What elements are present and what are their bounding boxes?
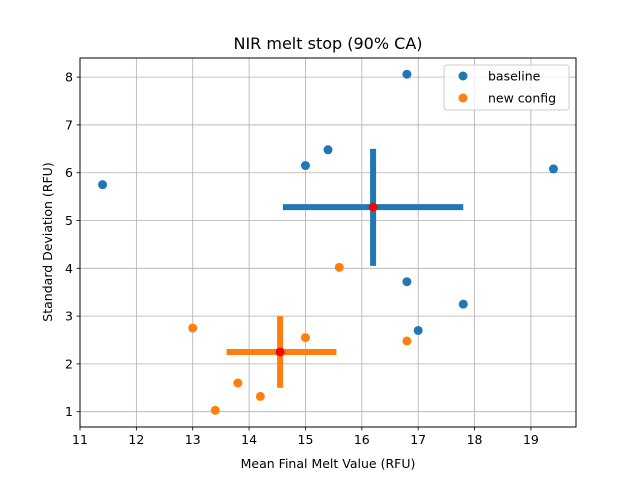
data-point-new-config bbox=[233, 378, 243, 388]
legend-marker-new-config bbox=[458, 93, 468, 103]
y-tick-label: 2 bbox=[65, 356, 73, 371]
x-tick-label: 12 bbox=[128, 432, 144, 447]
mean-marker-baseline bbox=[368, 202, 378, 212]
data-point-new-config bbox=[402, 336, 412, 346]
legend-marker-baseline bbox=[458, 71, 468, 81]
y-tick-label: 8 bbox=[65, 70, 73, 85]
chart-title: NIR melt stop (90% CA) bbox=[233, 34, 422, 53]
axes-frame bbox=[79, 57, 577, 428]
x-tick-label: 14 bbox=[241, 432, 257, 447]
y-tick-label: 3 bbox=[65, 309, 73, 324]
plot-area bbox=[98, 69, 558, 415]
data-point-new-config bbox=[334, 262, 344, 272]
y-tick-label: 1 bbox=[65, 404, 73, 419]
legend-box bbox=[443, 64, 570, 111]
data-point-new-config bbox=[188, 323, 198, 333]
x-tick-label: 17 bbox=[410, 432, 426, 447]
data-point-new-config bbox=[210, 405, 220, 415]
data-point-baseline bbox=[323, 145, 333, 155]
x-tick-label: 11 bbox=[72, 432, 88, 447]
y-tick-label: 6 bbox=[65, 165, 73, 180]
y-axis-label: Standard Deviation (RFU) bbox=[40, 162, 55, 321]
legend: baseline new config bbox=[443, 64, 570, 111]
data-point-baseline bbox=[300, 161, 310, 171]
x-axis-label: Mean Final Melt Value (RFU) bbox=[241, 456, 416, 471]
data-point-baseline bbox=[548, 164, 558, 174]
x-tick-label: 18 bbox=[467, 432, 483, 447]
x-tick-label: 16 bbox=[354, 432, 370, 447]
x-tick-label: 15 bbox=[298, 432, 314, 447]
x-tick-label: 19 bbox=[523, 432, 539, 447]
legend-label-new-config: new config bbox=[488, 91, 556, 106]
x-tick-label: 13 bbox=[185, 432, 201, 447]
y-tick-label: 5 bbox=[65, 213, 73, 228]
legend-label-baseline: baseline bbox=[488, 69, 541, 84]
grid bbox=[79, 58, 576, 427]
data-point-baseline bbox=[402, 69, 412, 79]
data-point-new-config bbox=[255, 391, 265, 401]
data-point-baseline bbox=[413, 325, 423, 335]
data-point-baseline bbox=[402, 277, 412, 287]
data-point-new-config bbox=[300, 333, 310, 343]
data-point-baseline bbox=[98, 180, 108, 190]
y-tick-label: 7 bbox=[65, 117, 73, 132]
data-point-baseline bbox=[458, 299, 468, 309]
y-tick-label: 4 bbox=[65, 261, 73, 276]
mean-marker-new-config bbox=[275, 347, 285, 357]
